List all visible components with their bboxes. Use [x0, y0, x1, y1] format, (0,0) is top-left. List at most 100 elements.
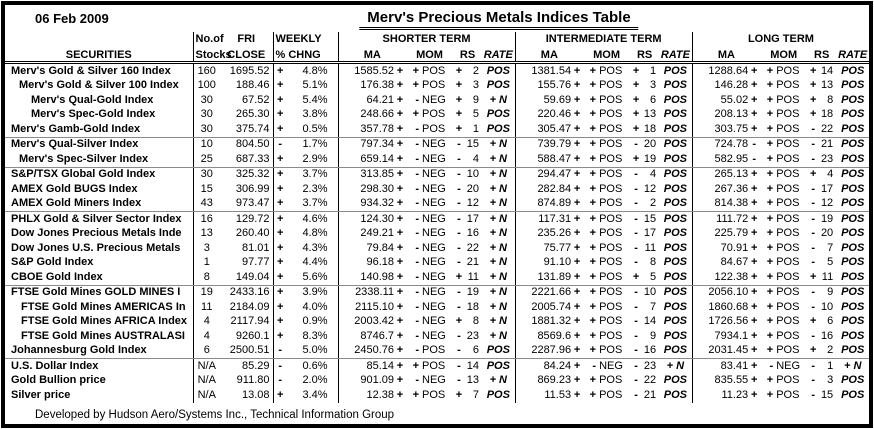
st-ma-cell: 2338.11	[337, 285, 395, 300]
it-mom-cell: POS	[599, 286, 623, 299]
lt-rs-sign-cell: +	[807, 270, 820, 286]
weekly-sign-cell: +	[272, 78, 287, 93]
it-rs-cell: 15	[643, 212, 657, 225]
lt-rs-sign-cell: -	[811, 241, 816, 254]
lt-rs-cell: 17	[820, 182, 834, 195]
it-rs-cell: 21	[643, 388, 657, 401]
it-mom-sign-cell: +	[583, 152, 597, 168]
lt-rs-sign-cell: +	[809, 315, 817, 328]
weekly-pct-cell: 3.9%	[302, 286, 328, 299]
it-rate-cell: POS	[663, 64, 687, 77]
st-mom-sign-cell: -	[415, 227, 420, 240]
it-rs-cell: 3	[649, 79, 657, 92]
st-rate-cell: + N	[482, 270, 516, 286]
it-ma-cell: 2005.74	[514, 300, 572, 315]
st-rs-sign-cell: -	[457, 168, 461, 181]
it-ma-sign-cell: +	[573, 64, 581, 77]
lt-mom-cell: POS	[776, 388, 800, 401]
lt-rs-sign-cell: -	[811, 212, 816, 225]
st-rs-cell: 19	[466, 286, 480, 299]
stocks-cell: 15	[192, 182, 220, 197]
st-ma-cell: 79.84	[337, 241, 395, 256]
lt-mom-cell: POS	[776, 227, 800, 240]
weekly-pct-cell: 2.0%	[302, 374, 328, 387]
it-rate-cell: POS	[663, 212, 687, 225]
it-rs-sign-cell: +	[632, 108, 640, 121]
st-mom-sign-cell: -	[415, 374, 420, 387]
lt-ma-sign-cell: +	[750, 388, 758, 401]
st-rs-cell: 8	[472, 315, 480, 328]
it-ma-sign-cell: +	[573, 182, 581, 195]
lt-ma-sign-cell: +	[750, 374, 758, 387]
lt-mom-cell: POS	[773, 152, 808, 168]
lt-rate-cell: POS	[836, 270, 869, 286]
it-ma-sign-cell: +	[573, 374, 581, 387]
security-name-cell: Merv's Spec-Gold Index	[31, 108, 156, 121]
st-mom-sign-cell: -	[415, 168, 420, 181]
lt-ma-sign-cell: +	[750, 286, 758, 299]
lt-ma-cell: 70.91	[691, 241, 749, 256]
st-mom-cell: NEG	[419, 270, 454, 286]
it-mom-cell: POS	[599, 182, 623, 195]
col-header-st-rate: RATE	[482, 45, 516, 64]
st-rs-sign-cell: -	[457, 300, 461, 313]
st-ma-sign-cell: +	[396, 138, 404, 151]
table-row: S&P/TSX Global Gold Index 30 325.32 + 3.…	[5, 167, 869, 182]
st-rs-cell: 2	[472, 64, 480, 77]
it-mom-sign-cell: +	[589, 79, 597, 92]
close-cell: 2433.16	[229, 286, 270, 299]
weekly-pct-cell: 5.4%	[302, 93, 328, 106]
it-mom-cell: POS	[599, 388, 623, 401]
col-header-it-rs: RS	[630, 45, 660, 64]
weekly-sign-cell: +	[272, 270, 287, 286]
st-ma-sign-cell: +	[396, 212, 404, 225]
st-ma-cell: 2450.76	[337, 343, 395, 359]
close-cell: 97.77	[241, 256, 270, 269]
it-rs-sign-cell: -	[634, 227, 638, 240]
it-ma-sign-cell: +	[573, 315, 581, 328]
lt-rate-cell: POS	[836, 196, 869, 212]
it-rs-sign-cell: -	[634, 315, 638, 328]
security-name-cell: Merv's Qual-Silver Index	[11, 138, 139, 151]
table-row: FTSE Gold Mines GOLD MINES I 19 2433.16 …	[5, 285, 869, 300]
st-rate-cell: + N	[489, 286, 508, 299]
lt-rs-sign-cell: -	[811, 329, 816, 342]
weekly-sign-cell: +	[272, 285, 287, 300]
lt-mom-cell: POS	[773, 343, 808, 359]
close-cell: 265.30	[235, 108, 270, 121]
table-row: CBOE Gold Index 8 149.04 + 5.6% 140.98 +…	[5, 270, 869, 286]
lt-rate-cell: POS	[841, 93, 865, 106]
st-ma-sign-cell: +	[394, 122, 407, 138]
lt-rs-cell: 21	[820, 138, 834, 151]
lt-rate-cell: POS	[836, 152, 869, 168]
lt-rs-cell: 6	[827, 315, 834, 328]
it-rs-sign-cell: -	[634, 168, 638, 181]
lt-rate-cell: POS	[841, 64, 865, 77]
it-ma-cell: 84.24	[514, 358, 572, 374]
security-name-cell: Dow Jones Precious Metals Inde	[11, 227, 182, 240]
lt-mom-sign-cell: +	[766, 388, 774, 401]
weekly-pct-cell: 1.7%	[302, 138, 328, 151]
lt-rs-cell: 12	[819, 196, 837, 212]
it-ma-cell: 75.77	[514, 241, 572, 256]
st-ma-sign-cell: +	[396, 300, 404, 313]
weekly-sign-cell: +	[272, 241, 287, 256]
stocks-cell: 6	[192, 343, 220, 359]
weekly-pct-cell: 4.0%	[302, 300, 328, 313]
st-rs-cell: 21	[466, 256, 480, 269]
it-ma-cell: 220.46	[514, 107, 572, 122]
lt-ma-cell: 225.79	[691, 226, 749, 241]
it-ma-sign-cell: +	[573, 241, 581, 254]
lt-ma-cell: 1288.64	[691, 62, 749, 79]
st-rs-sign-cell: -	[457, 182, 461, 195]
lt-mom-sign-cell: +	[766, 374, 774, 387]
st-rate-cell: + N	[489, 182, 508, 195]
lt-ma-sign-cell: +	[750, 315, 758, 328]
lt-ma-sign-cell: +	[750, 108, 758, 121]
lt-ma-sign-cell: -	[748, 152, 761, 168]
security-name-cell: Merv's Qual-Gold Index	[31, 93, 154, 106]
weekly-pct-cell: 4.6%	[302, 212, 328, 225]
lt-rs-cell: 13	[820, 79, 834, 92]
weekly-sign-cell: +	[272, 152, 287, 168]
st-ma-sign-cell: +	[396, 79, 404, 92]
